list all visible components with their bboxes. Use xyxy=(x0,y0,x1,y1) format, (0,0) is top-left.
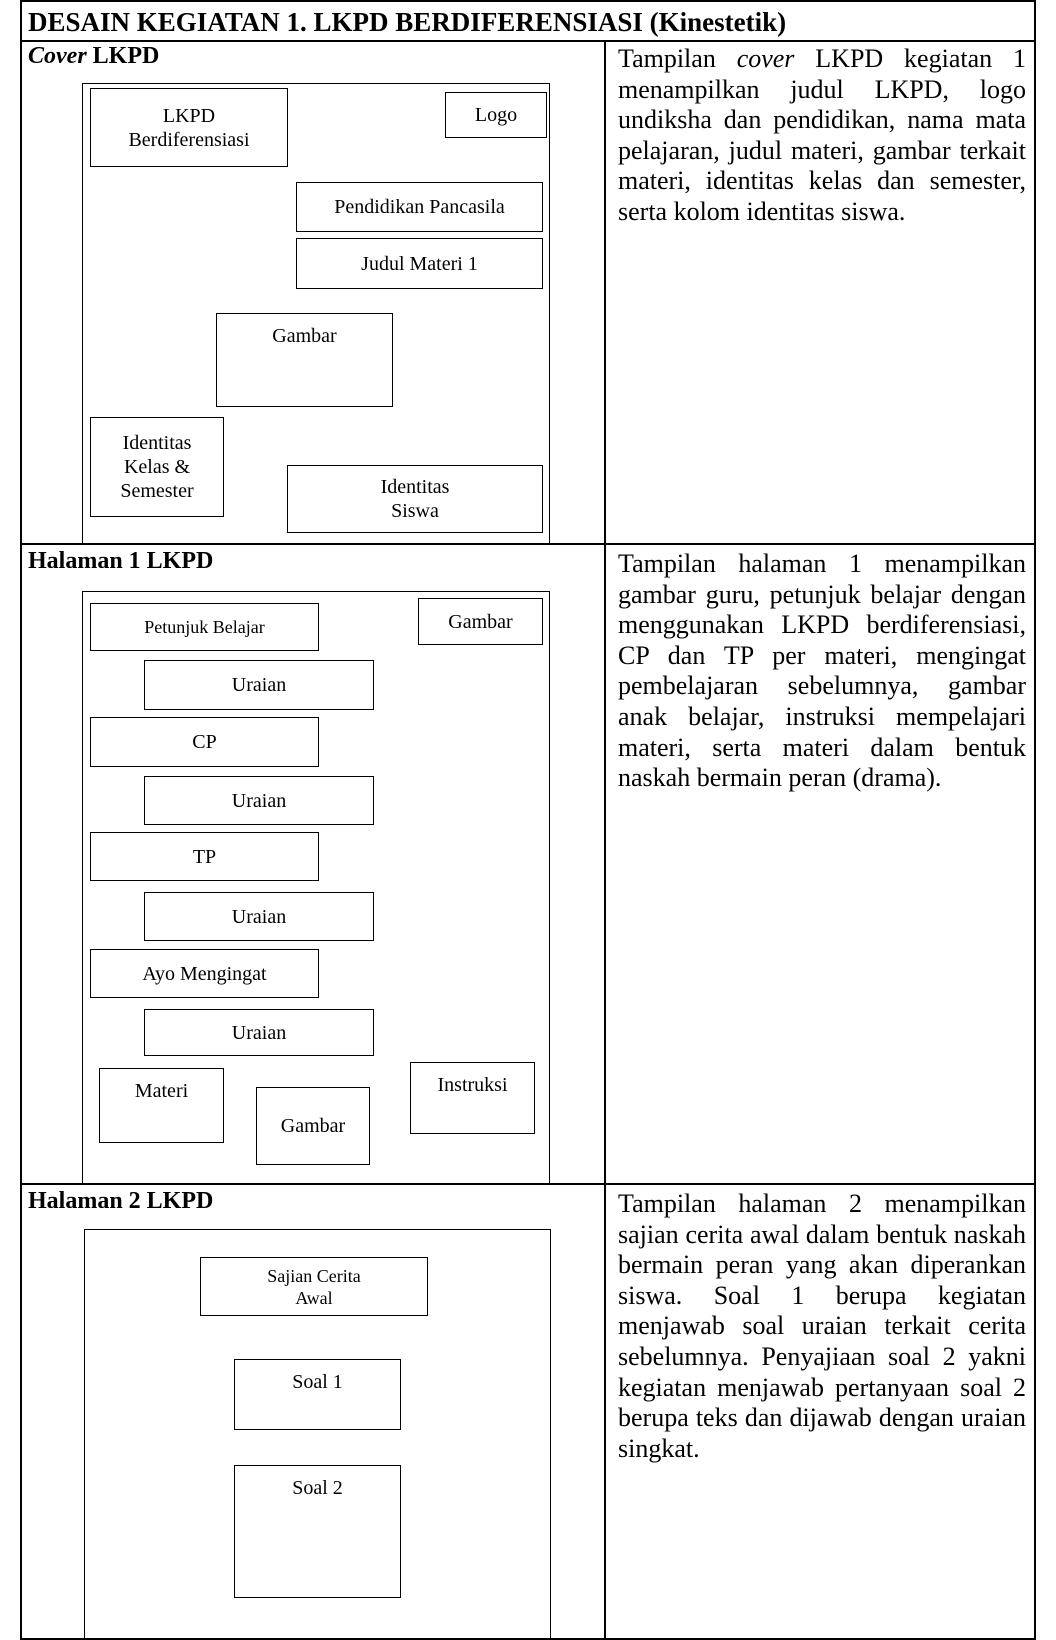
description: Tampilan halaman 2 menampilkan sajian ce… xyxy=(604,1185,1034,1464)
layout-box: Soal 1 xyxy=(234,1359,401,1430)
page-frame xyxy=(84,1229,551,1638)
layout-box: Sajian Cerita Awal xyxy=(200,1257,428,1316)
layout-box: Identitas Siswa xyxy=(287,465,543,533)
description-text: Tampilan halaman 2 menampilkan sajian ce… xyxy=(618,1189,1026,1463)
description-text: Tampilan halaman 1 menampilkan gambar gu… xyxy=(618,549,1026,793)
layout-box: Logo xyxy=(445,92,547,138)
right-cell: Tampilan halaman 2 menampilkan sajian ce… xyxy=(604,1185,1036,1640)
description-text: cover xyxy=(736,44,795,73)
layout-box: Uraian xyxy=(144,1009,374,1056)
row-label-text: Halaman 1 LKPD xyxy=(28,548,214,574)
layout-box: Petunjuk Belajar xyxy=(90,603,319,651)
layout-box: Gambar xyxy=(216,313,393,407)
row-label-italic: Cover xyxy=(28,43,87,69)
layout-box: LKPD Berdiferensiasi xyxy=(90,88,288,167)
description-text: Tampilan xyxy=(618,44,737,73)
row-label-text: Halaman 2 LKPD xyxy=(28,1188,214,1214)
layout-box: Uraian xyxy=(144,660,374,710)
page-frame xyxy=(82,83,550,545)
layout-box: Instruksi xyxy=(410,1062,535,1134)
layout-box: Soal 2 xyxy=(234,1465,401,1598)
layout-box: CP xyxy=(90,717,319,767)
row-label-text: LKPD xyxy=(86,43,160,69)
description: Tampilan cover LKPD kegiatan 1 menampilk… xyxy=(604,40,1034,228)
layout-box: Materi xyxy=(99,1068,224,1143)
row-label: Cover LKPD xyxy=(22,40,604,72)
row-label: Halaman 2 LKPD xyxy=(22,1185,604,1217)
layout-box: TP xyxy=(90,832,319,881)
layout-box: Uraian xyxy=(144,892,374,941)
layout-box: Gambar xyxy=(256,1087,370,1165)
right-cell: Tampilan halaman 1 menampilkan gambar gu… xyxy=(604,545,1036,1185)
layout-box: Ayo Mengingat xyxy=(90,949,319,998)
layout-box: Judul Materi 1 xyxy=(296,238,543,289)
right-cell: Tampilan cover LKPD kegiatan 1 menampilk… xyxy=(604,40,1036,545)
description: Tampilan halaman 1 menampilkan gambar gu… xyxy=(604,545,1034,794)
layout-box: Gambar xyxy=(418,598,543,645)
row-label: Halaman 1 LKPD xyxy=(22,545,604,577)
header-title: DESAIN KEGIATAN 1. LKPD BERDIFERENSIASI … xyxy=(20,0,1036,42)
layout-box: Identitas Kelas & Semester xyxy=(90,417,224,517)
description-text: LKPD kegiatan 1 menampilkan judul LKPD, … xyxy=(618,44,1026,226)
page-frame xyxy=(82,591,550,1184)
left-cell: Halaman 1 LKPD xyxy=(20,545,606,1185)
layout-box: Uraian xyxy=(144,776,374,825)
layout-box: Pendidikan Pancasila xyxy=(296,182,543,232)
